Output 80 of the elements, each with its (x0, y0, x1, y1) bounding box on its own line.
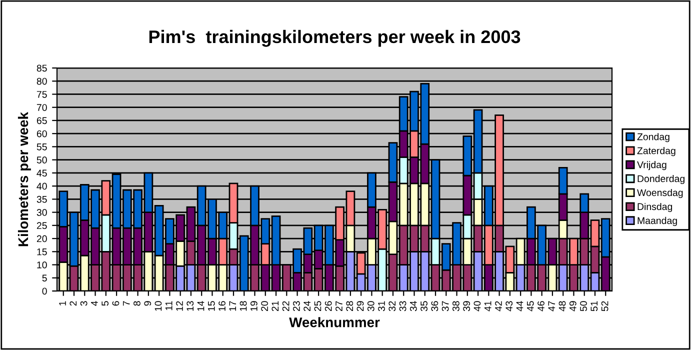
y-tick-label: 35 (36, 196, 47, 203)
x-tick-label: 16 (218, 301, 226, 311)
x-tick-label: 32 (388, 301, 396, 312)
x-tick-label: 33 (399, 301, 406, 312)
x-tick-label: 40 (474, 301, 481, 312)
y-tick-label: 50 (36, 156, 47, 164)
x-tick-label: 1 (59, 301, 66, 306)
x-tick-label: 4 (91, 301, 98, 306)
x-tick-label: 3 (80, 301, 88, 306)
x-tick-label: 49 (569, 301, 576, 312)
x-tick-label: 31 (378, 301, 385, 312)
y-tick-label: 60 (36, 130, 47, 138)
y-tick-label: 55 (36, 144, 47, 150)
x-tick-label: 51 (590, 301, 598, 312)
x-tick-label: 19 (250, 301, 258, 311)
x-tick-label: 37 (442, 301, 449, 312)
x-tick-label: 47 (548, 301, 555, 312)
legend-label: Zondag (637, 133, 670, 142)
legend-label: Vrijdag (637, 161, 666, 170)
x-tick-label: 21 (272, 301, 279, 312)
x-tick-label: 7 (123, 301, 130, 306)
x-tick-label: 5 (102, 301, 109, 306)
x-tick-label: 11 (166, 301, 172, 310)
x-tick-label: 9 (144, 301, 152, 306)
y-axis-title: Kilometers per week (18, 112, 31, 246)
y-tick-label: 75 (36, 91, 47, 98)
x-tick-label: 38 (452, 301, 460, 312)
x-tick-label: 52 (601, 301, 608, 312)
x-tick-label: 2 (70, 301, 77, 306)
x-tick-label: 39 (463, 301, 470, 312)
x-tick-label: 13 (186, 301, 194, 311)
y-tick-label: 45 (36, 170, 47, 177)
y-tick-label: 0 (42, 288, 47, 295)
y-tick-label: 85 (36, 64, 47, 72)
x-tick-label: 18 (240, 301, 247, 311)
y-tick-label: 40 (36, 182, 47, 190)
legend-label: Donderdag (638, 174, 684, 184)
y-tick-label: 20 (36, 235, 47, 242)
x-tick-label: 10 (154, 301, 162, 311)
x-tick-label: 15 (208, 301, 215, 311)
x-tick-label: 41 (484, 301, 492, 312)
y-tick-label: 80 (36, 78, 47, 85)
y-tick-label: 15 (37, 248, 47, 256)
chart-title: Pim's trainingskilometers per week in 2003 (149, 30, 520, 47)
x-tick-label: 30 (367, 301, 374, 312)
x-tick-label: 43 (506, 301, 513, 312)
x-tick-label: 45 (527, 301, 534, 312)
y-tick-label: 5 (42, 274, 47, 282)
x-tick-label: 23 (293, 301, 300, 312)
x-tick-label: 46 (538, 301, 544, 312)
x-tick-label: 26 (324, 301, 332, 312)
x-tick-label: 28 (346, 301, 354, 312)
x-tick-label: 17 (229, 301, 236, 311)
x-tick-label: 25 (314, 301, 322, 312)
x-axis-title: Weeknummer (289, 317, 380, 328)
x-tick-label: 22 (282, 301, 290, 312)
x-tick-label: 6 (112, 301, 120, 306)
x-tick-label: 29 (356, 301, 364, 312)
y-tick-label: 70 (36, 104, 47, 111)
x-tick-label: 36 (431, 301, 438, 312)
legend-label: Zaterdag (637, 147, 676, 156)
x-tick-label: 27 (336, 301, 342, 312)
legend-label: Dinsdag (638, 202, 672, 212)
y-tick-label: 25 (36, 222, 47, 230)
x-tick-label: 8 (134, 301, 140, 306)
x-tick-label: 14 (197, 301, 204, 311)
x-tick-label: 34 (410, 301, 417, 312)
x-tick-label: 48 (558, 301, 566, 312)
y-tick-label: 65 (36, 117, 47, 124)
x-tick-label: 42 (495, 301, 502, 312)
x-tick-label: 12 (176, 301, 183, 311)
y-tick-label: 30 (36, 209, 47, 216)
x-tick-label: 50 (580, 301, 587, 312)
y-tick-label: 10 (37, 262, 47, 268)
x-tick-label: 24 (304, 301, 310, 312)
legend-label: Maandag (638, 216, 677, 226)
x-tick-label: 20 (261, 301, 268, 312)
legend-label: Woensdag (637, 188, 683, 198)
x-tick-label: 35 (420, 301, 428, 312)
x-tick-label: 44 (516, 301, 524, 312)
